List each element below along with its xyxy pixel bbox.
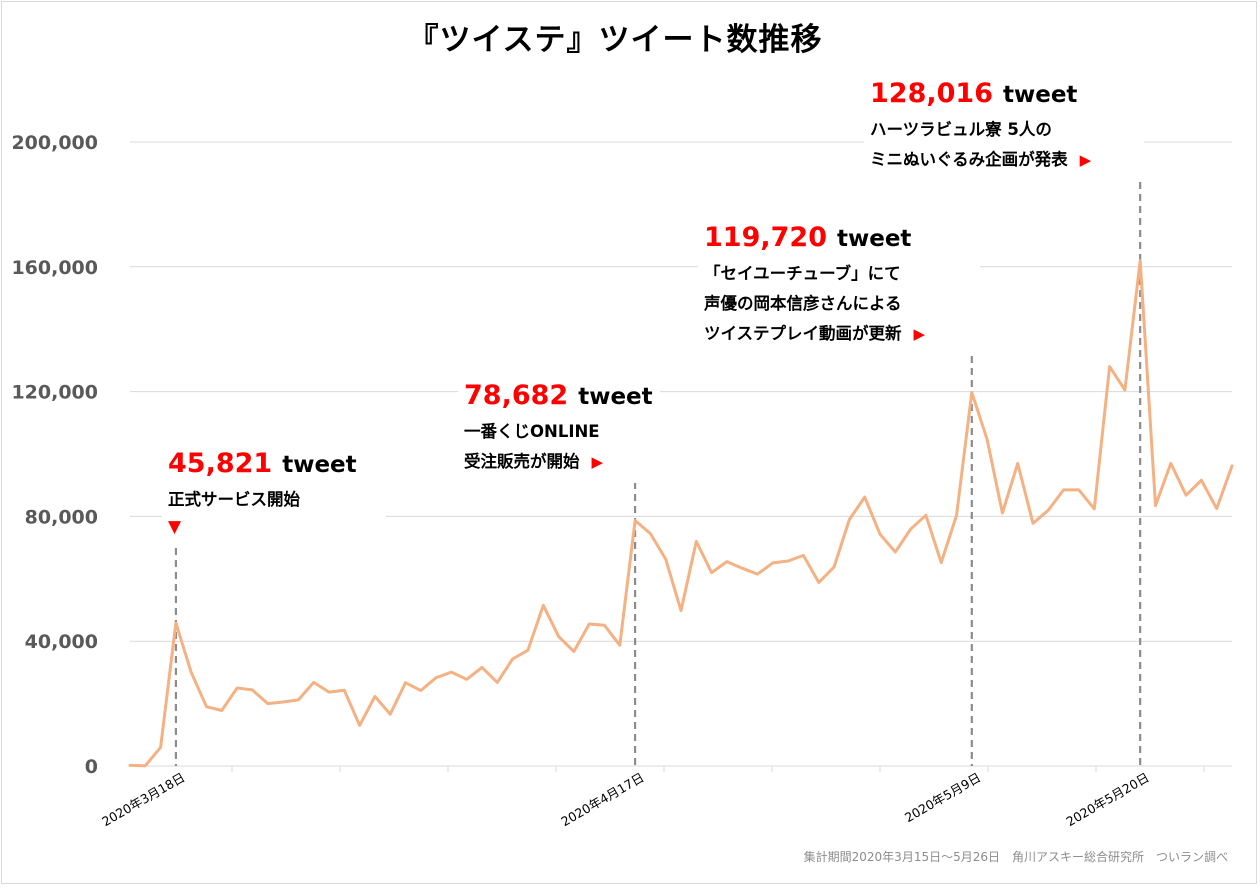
source-note: 集計期間2020年3月15日〜5月26日 角川アスキー総合研究所 ついラン調べ: [803, 850, 1228, 864]
annotation-arrow-down: ▼: [168, 517, 182, 537]
annotation-seiyu-tube: 119,720 tweet 「セイユーチューブ」にて 声優の岡本信彦さんによる ツ…: [698, 218, 980, 355]
annotation-value: 119,720: [704, 222, 827, 253]
annotation-unit: tweet: [836, 226, 912, 252]
annotation-line: 声優の岡本信彦さんによる: [704, 294, 902, 313]
annotation-arrow-right: ▶: [591, 453, 604, 471]
x-axis: [130, 765, 1232, 772]
x-tick-label: 2020年3月18日: [99, 770, 187, 830]
y-tick-label: 120,000: [11, 382, 98, 404]
annotation-line: ツイステプレイ動画が更新: [704, 324, 902, 343]
annotation-value: 45,821: [168, 448, 273, 479]
x-axis-labels: 2020年3月18日 2020年4月17日 2020年5月9日 2020年5月20日: [99, 770, 1151, 830]
annotation-line: 一番くじONLINE: [464, 422, 600, 441]
y-axis-labels: 0 40,000 80,000 120,000 160,000 200,000: [11, 132, 98, 778]
y-tick-label: 40,000: [25, 631, 98, 653]
annotation-service-launch: 45,821 tweet 正式サービス開始 ▼: [162, 444, 386, 541]
y-tick-label: 80,000: [25, 506, 98, 528]
grid-lines: [130, 141, 1232, 642]
y-tick-label: 200,000: [11, 132, 98, 154]
y-tick-label: 0: [85, 756, 98, 778]
annotation-arrow-right: ▶: [913, 325, 926, 343]
annotation-unit: tweet: [578, 384, 653, 410]
annotation-line: 受注販売が開始: [464, 452, 580, 471]
annotation-value: 128,016: [870, 78, 993, 109]
annotation-arrow-right: ▶: [1079, 151, 1092, 169]
annotation-ichiban-kuji: 78,682 tweet 一番くじONLINE 受注販売が開始 ▶: [458, 376, 660, 483]
annotation-unit: tweet: [282, 452, 357, 478]
annotation-line: 「セイユーチューブ」にて: [704, 264, 901, 283]
y-tick-label: 160,000: [11, 257, 98, 279]
x-tick-label: 2020年5月9日: [902, 770, 983, 826]
x-tick-label: 2020年5月20日: [1063, 770, 1151, 830]
annotation-line: ハーツラビュル寮 5人の: [870, 120, 1052, 139]
annotation-value: 78,682: [464, 380, 569, 411]
annotation-line: 正式サービス開始: [168, 490, 300, 509]
series-line: [128, 259, 1234, 768]
x-tick-label: 2020年4月17日: [558, 770, 646, 830]
annotation-line: ミニぬいぐるみ企画が発表: [870, 150, 1068, 169]
annotation-unit: tweet: [1002, 82, 1078, 108]
chart-title: 『ツイステ』ツイート数推移: [407, 22, 823, 58]
tweet-series: [128, 259, 1234, 768]
annotation-heartslabyul: 128,016 tweet ハーツラビュル寮 5人の ミニぬいぐるみ企画が発表 ▶: [864, 74, 1144, 181]
